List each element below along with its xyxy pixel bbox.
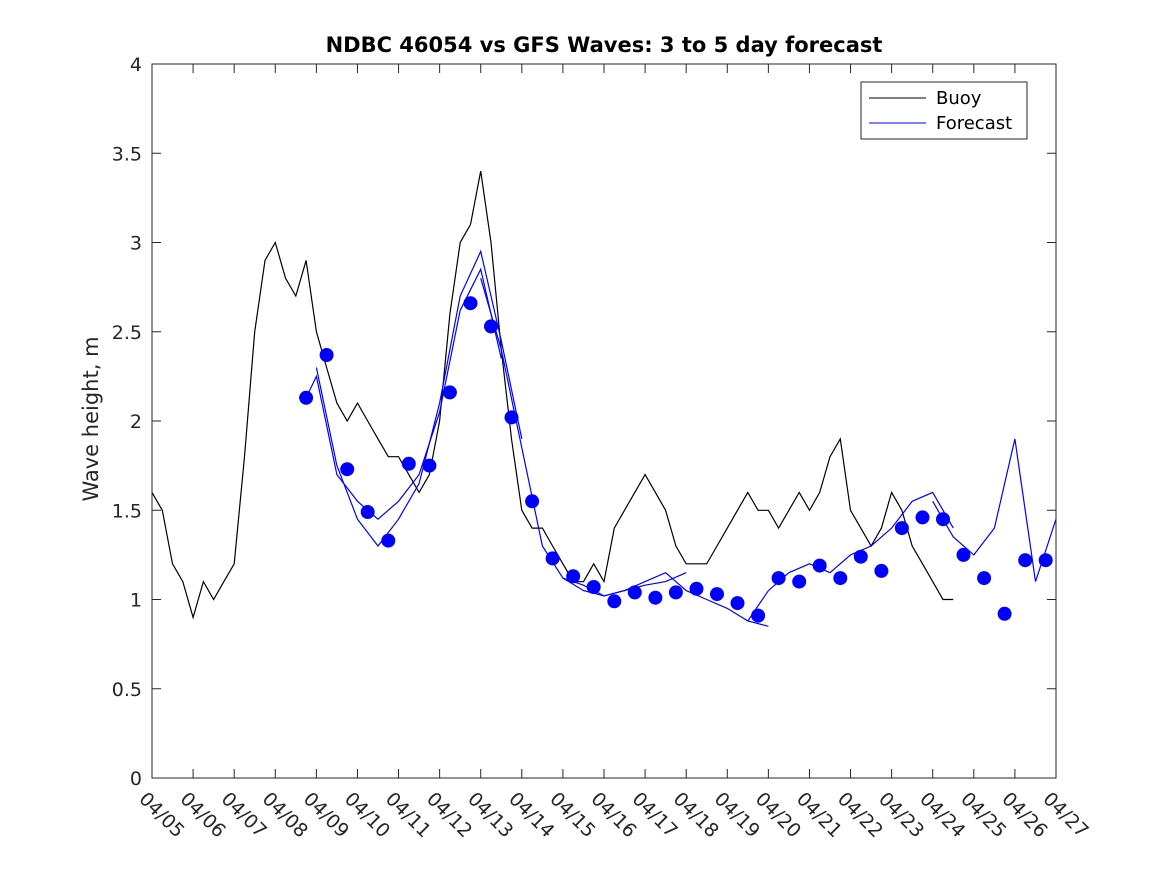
forecast-marker-point: [586, 580, 601, 594]
forecast-series-line-1: [305, 267, 502, 520]
y-tick-label: 3.5: [112, 143, 142, 165]
legend-box: [860, 81, 1028, 140]
forecast-marker-point: [792, 574, 807, 589]
legend-buoy-label: Buoy: [936, 88, 982, 109]
y-tick-label: 1: [130, 590, 142, 612]
forecast-marker-point: [915, 510, 930, 525]
y-tick-label: 2.5: [112, 322, 142, 344]
plot-area: 00.511.522.533.5404/0504/0604/0704/0804/…: [112, 54, 1093, 842]
forecast-marker-point: [936, 512, 950, 527]
forecast-marker-point: [1018, 553, 1033, 568]
forecast-marker-point: [504, 410, 519, 425]
forecast-marker-point: [627, 585, 642, 600]
forecast-marker-point: [730, 596, 745, 611]
forecast-marker-point: [360, 505, 375, 519]
forecast-marker-point: [874, 563, 889, 578]
forecast-marker-point: [812, 558, 827, 573]
forecast-marker-point: [299, 390, 314, 405]
forecast-marker-point: [648, 590, 663, 605]
axes-background: [152, 64, 1056, 778]
y-tick-label: 4: [130, 54, 142, 76]
forecast-marker-point: [751, 608, 766, 623]
forecast-marker-point: [340, 462, 355, 477]
forecast-marker-point: [689, 581, 704, 596]
forecast-marker-point: [833, 571, 848, 586]
y-tick-label: 0.5: [112, 679, 142, 701]
forecast-marker-point: [442, 385, 457, 400]
forecast-marker-point: [710, 587, 724, 602]
y-tick-label: 3: [130, 233, 142, 255]
forecast-marker-point: [977, 571, 992, 586]
legend-forecast-label: Forecast: [936, 113, 1012, 134]
forecast-marker-point: [853, 549, 868, 564]
legend: Buoy Forecast: [860, 81, 1028, 140]
forecast-marker-point: [956, 547, 971, 562]
forecast-marker-point: [894, 521, 909, 536]
forecast-marker-point: [525, 494, 540, 509]
forecast-series-line-2: [315, 249, 523, 547]
forecast-marker-point: [381, 533, 396, 548]
forecast-marker-point: [1038, 553, 1053, 568]
forecast-marker-point: [771, 571, 786, 586]
y-tick-label: 0: [130, 768, 142, 790]
forecast-marker-point: [668, 585, 683, 600]
y-tick-label: 1.5: [112, 500, 142, 522]
series-layer: [151, 170, 1057, 627]
forecast-series-line-6: [932, 438, 1057, 582]
buoy-series-line: [151, 170, 954, 620]
y-axis-label: Wave height, m: [79, 336, 103, 501]
forecast-marker-point: [463, 296, 478, 311]
forecast-marker-point: [401, 456, 416, 471]
forecast-marker-point: [997, 606, 1012, 621]
forecast-marker-point: [566, 569, 581, 584]
forecast-marker-point: [545, 551, 560, 566]
forecast-marker-point: [319, 348, 334, 362]
y-tick-label: 2: [130, 411, 142, 433]
forecast-marker-point: [422, 458, 437, 473]
forecast-marker-point: [484, 319, 498, 334]
forecast-marker-point: [607, 594, 622, 609]
chart-title: NDBC 46054 vs GFS Waves: 3 to 5 day fore…: [326, 33, 883, 57]
